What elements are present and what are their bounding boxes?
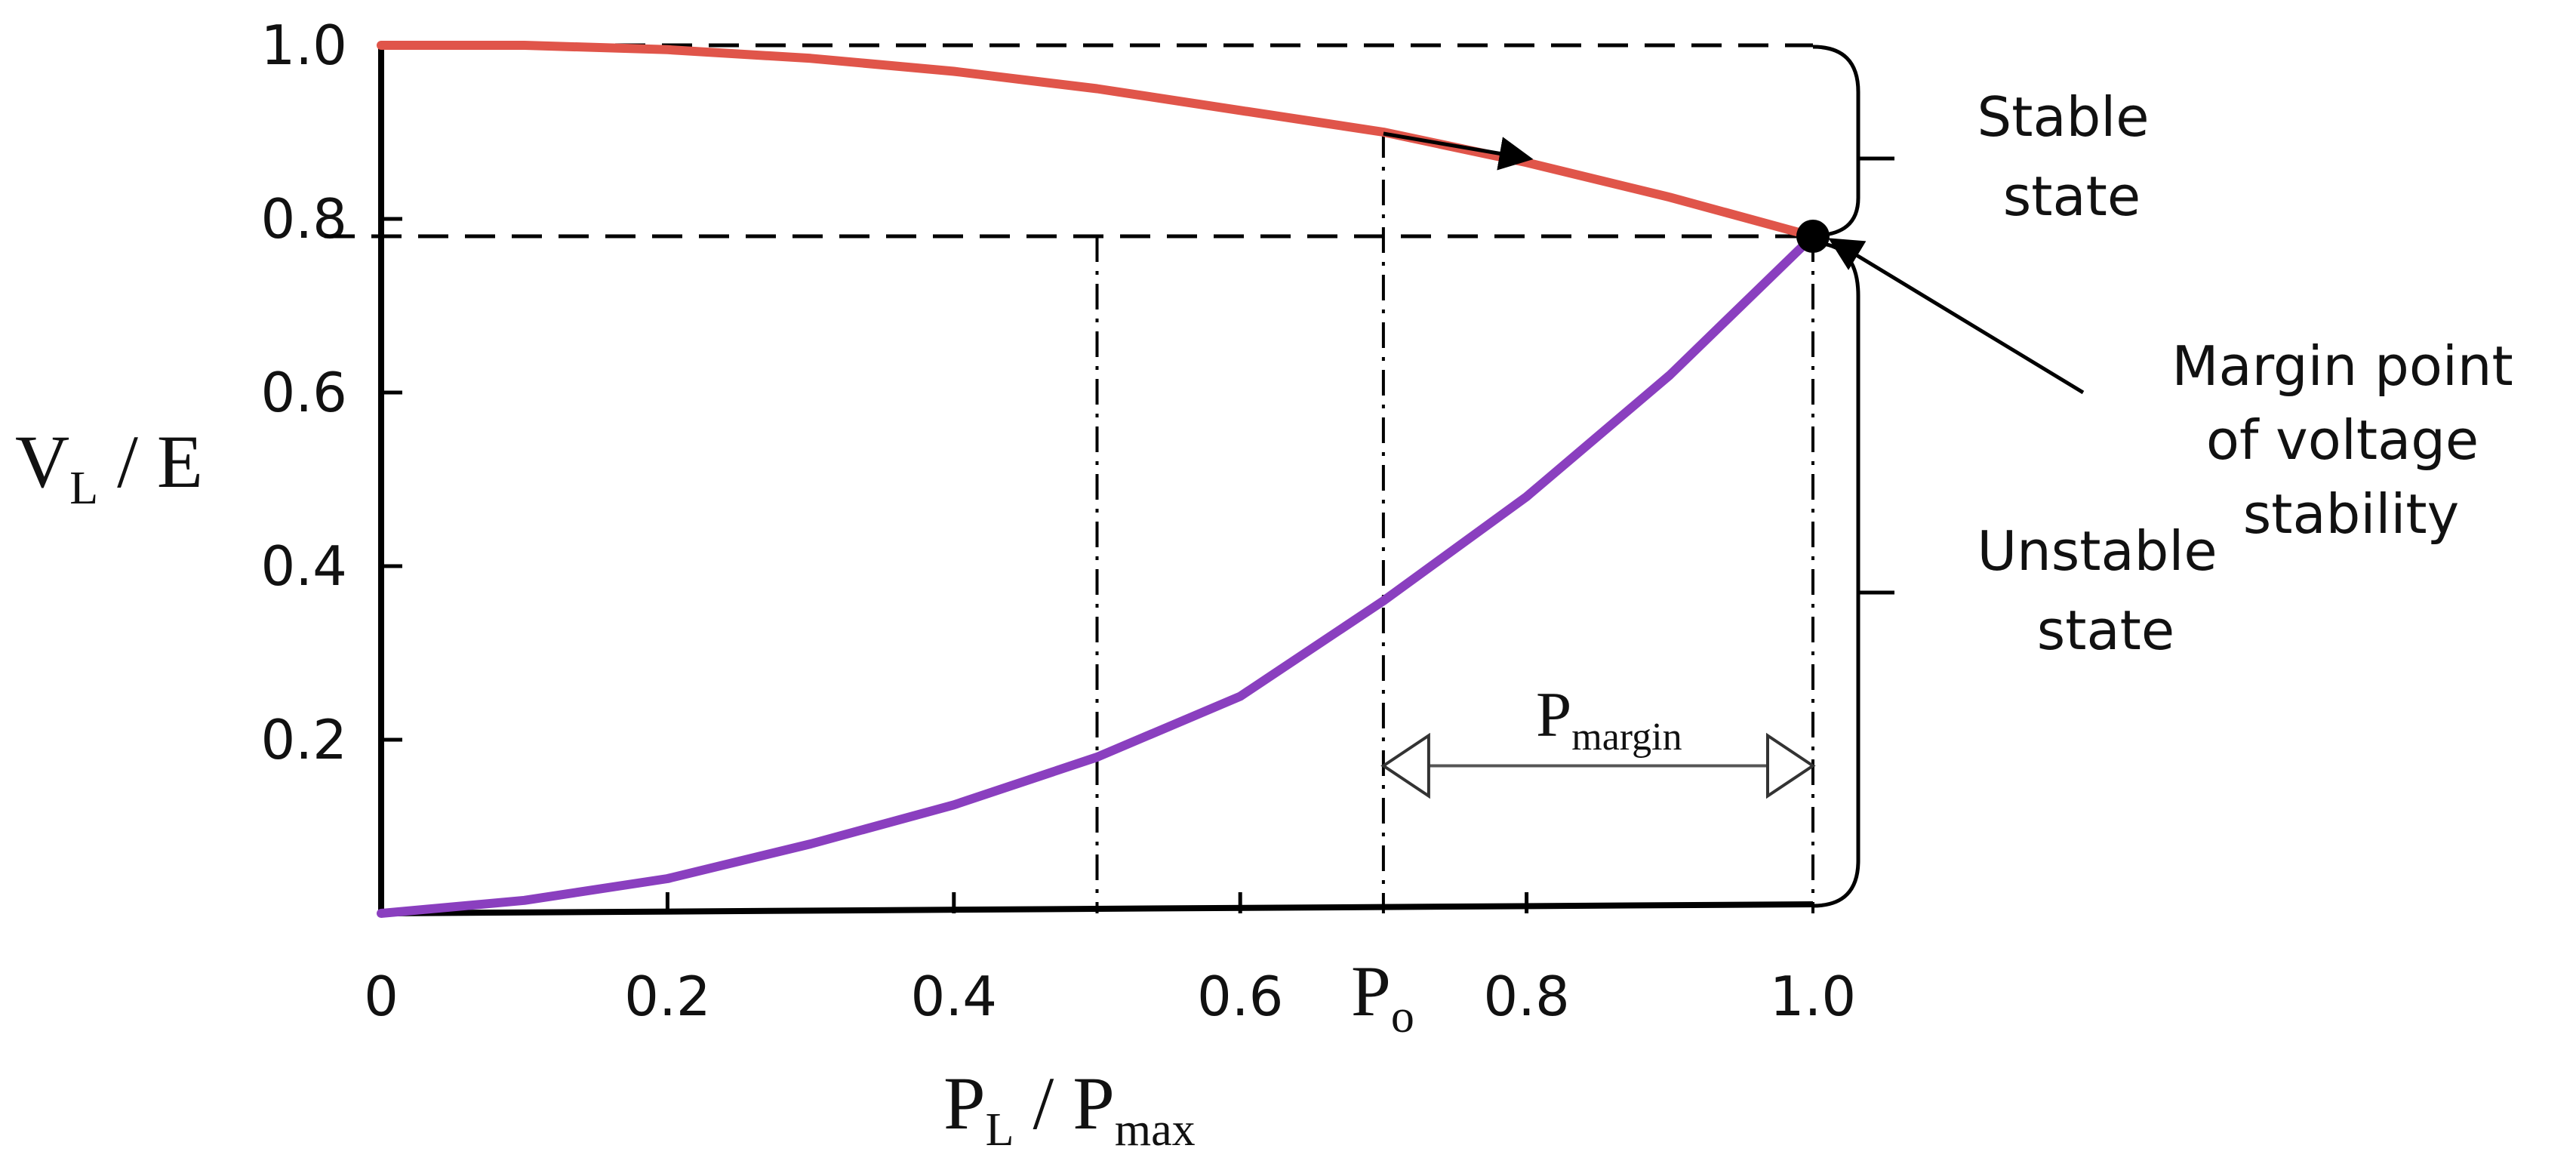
p0-label: Po <box>1351 951 1414 1042</box>
unstable-brace <box>1812 241 1860 908</box>
unstable-state-label: Unstable state <box>1977 519 2234 662</box>
x-axis-label: PL / Pmax <box>943 1061 1196 1156</box>
p-margin-arrowhead-left <box>1380 732 1430 799</box>
curves <box>377 41 1830 918</box>
p-margin-arrowhead-right <box>1766 732 1816 799</box>
y-tick-label: 1.0 <box>260 14 347 77</box>
stable-brace <box>1812 45 1860 238</box>
x-tick-label: 0 <box>364 965 399 1028</box>
direction-arrow <box>1383 131 1534 171</box>
margin-point-label: Margin point of voltage stability <box>2171 334 2530 546</box>
y-axis-label: VL / E <box>15 420 203 514</box>
stable-curve <box>377 41 1817 241</box>
y-tick-label: 0.2 <box>260 708 347 771</box>
y-tick-label: 0.8 <box>260 187 347 251</box>
x-tick-label: 0.6 <box>1197 965 1284 1028</box>
x-tick-label: 0.4 <box>911 965 998 1028</box>
y-tick-label: 0.4 <box>260 534 347 598</box>
x-tick-label: 0.8 <box>1483 965 1570 1028</box>
p-margin-label: Pmargin <box>1536 679 1682 759</box>
x-tick-label: 0.2 <box>624 965 711 1028</box>
axis-ticks: 0 0.2 0.4 0.6 0.8 1.0 0.2 0.4 0.6 0.8 1.0 <box>260 14 1856 1028</box>
y-tick-label: 0.6 <box>260 361 347 424</box>
x-tick-label: 1.0 <box>1770 965 1857 1028</box>
margin-point-pointer <box>1828 238 2085 395</box>
stable-state-label: Stable state <box>1977 85 2167 228</box>
unstable-curve <box>377 232 1817 918</box>
